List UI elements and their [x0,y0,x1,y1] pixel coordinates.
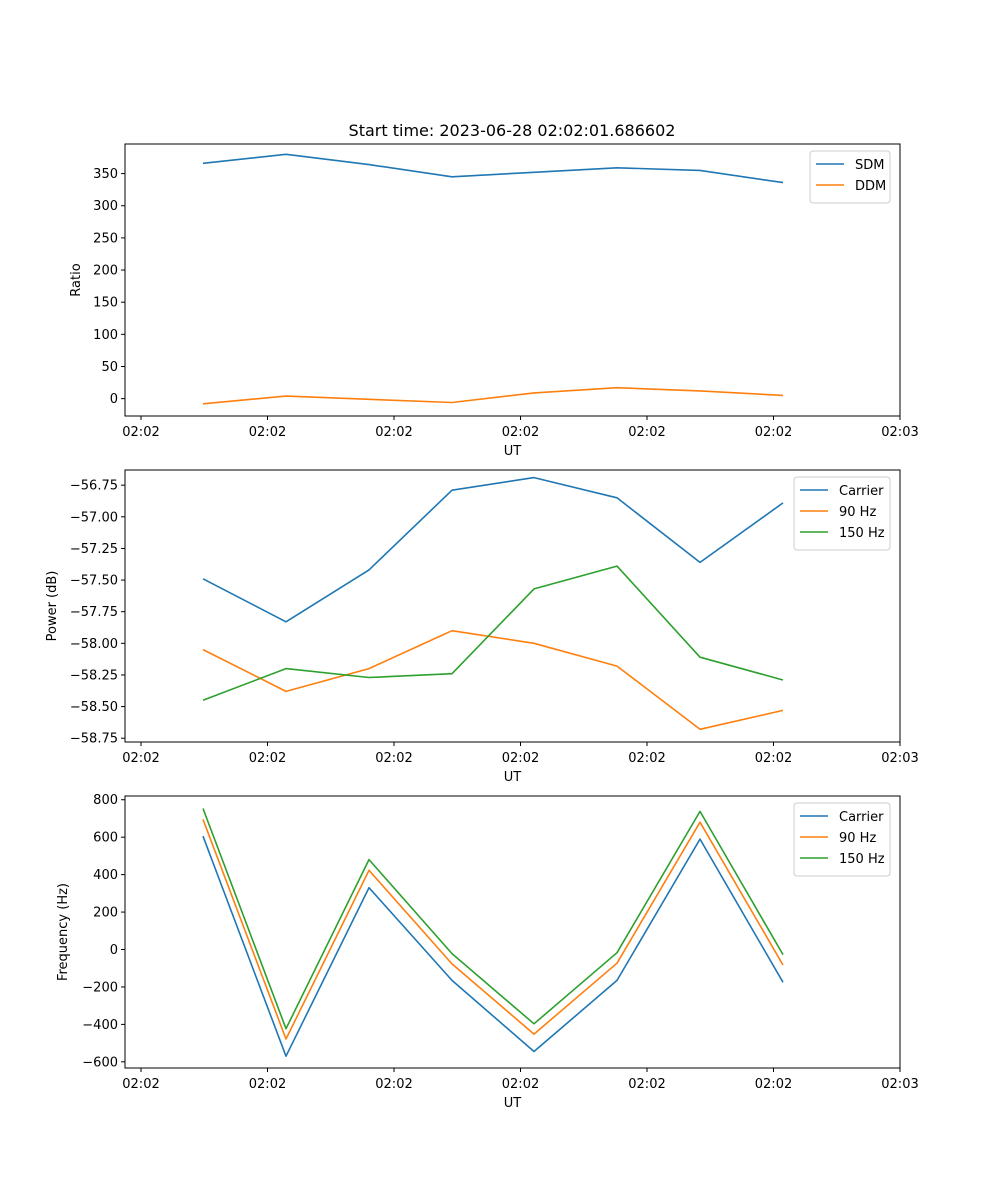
y-tick-label: −57.75 [70,605,118,620]
series-line-150-hz [202,565,784,702]
series-line-ddm [202,386,784,405]
figure-title: Start time: 2023-06-28 02:02:01.686602 [349,121,676,140]
x-tick-label: 02:02 [249,751,286,766]
x-tick-label: 02:03 [881,425,918,440]
x-tick-label: 02:02 [375,425,412,440]
series-line-carrier [202,835,784,1057]
x-tick-label: 02:02 [249,425,286,440]
y-tick-label: −57.25 [70,542,118,557]
panel-2: −56.75 −57.00 −57.25 −57.50 −57.75 −58.00 −58.… [45,469,919,785]
x-tick-label: 02:02 [628,425,665,440]
legend: Carrier 90 Hz 150 Hz [793,476,891,551]
series-line-150-hz [202,808,784,1030]
legend: Carrier 90 Hz 150 Hz [793,802,891,877]
y-tick-label: 250 [93,231,118,246]
y-tick-label: −600 [82,1055,118,1070]
x-tick-label: 02:03 [881,1077,918,1092]
y-tick-label: 400 [93,868,118,883]
y-axis-label: Power (dB) [45,571,60,642]
y-tick-label: −58.25 [70,668,118,683]
x-tick-label: 02:02 [375,751,412,766]
plot-frame [124,469,901,743]
plot-frame [124,795,901,1069]
y-tick-label: 800 [93,793,118,808]
x-tick-label: 02:02 [375,1077,412,1092]
x-tick-label: 02:03 [881,751,918,766]
x-tick-label: 02:02 [122,425,159,440]
x-axis-label: UT [504,770,522,785]
legend-label: 150 Hz [839,852,885,867]
x-tick-label: 02:02 [122,1077,159,1092]
y-tick-label: −200 [82,980,118,995]
y-tick-label: 0 [110,943,118,958]
legend: SDM DDM [809,150,891,204]
x-tick-label: 02:02 [122,751,159,766]
y-tick-label: −56.75 [70,479,118,494]
panel-1: 0 50 100 150 200 250 300 350 02:02 02:02 02:02 02:0… [69,143,919,459]
panel-3: 800 600 400 200 0 −200 −400 −600 02:02 02:02 02:02… [56,793,919,1111]
y-tick-label: 100 [93,328,118,343]
legend-label: 90 Hz [839,505,876,520]
x-tick-label: 02:02 [628,751,665,766]
y-tick-label: −58.50 [70,700,118,715]
x-tick-label: 02:02 [502,1077,539,1092]
series-line-carrier [202,476,784,623]
y-tick-label: −400 [82,1018,118,1033]
x-tick-label: 02:02 [755,1077,792,1092]
legend-label: Carrier [839,810,884,825]
legend-label: Carrier [839,484,884,499]
y-tick-label: −57.00 [70,510,118,525]
y-tick-label: −58.00 [70,637,118,652]
y-tick-label: 200 [93,906,118,921]
series-line-90-hz [202,629,784,731]
legend-label: DDM [855,179,886,194]
y-tick-label: 350 [93,167,118,182]
x-tick-label: 02:02 [502,751,539,766]
plot-frame [124,143,901,417]
legend-label: 90 Hz [839,831,876,846]
legend-label: SDM [855,158,884,173]
y-axis-label: Frequency (Hz) [56,883,71,981]
series-line-90-hz [202,819,784,1040]
y-tick-label: −57.50 [70,574,118,589]
y-tick-label: 50 [101,360,118,375]
x-tick-label: 02:02 [502,425,539,440]
x-tick-label: 02:02 [628,1077,665,1092]
y-tick-label: 600 [93,831,118,846]
series-line-sdm [202,153,784,184]
y-tick-label: 150 [93,296,118,311]
y-tick-label: 0 [110,392,118,407]
x-axis-label: UT [504,1096,522,1111]
x-tick-label: 02:02 [755,425,792,440]
y-tick-label: 200 [93,264,118,279]
legend-label: 150 Hz [839,526,885,541]
y-axis-label: Ratio [69,263,84,296]
x-axis-label: UT [504,444,522,459]
y-tick-label: 300 [93,199,118,214]
x-tick-label: 02:02 [249,1077,286,1092]
y-tick-label: −58.75 [70,732,118,747]
x-tick-label: 02:02 [755,751,792,766]
